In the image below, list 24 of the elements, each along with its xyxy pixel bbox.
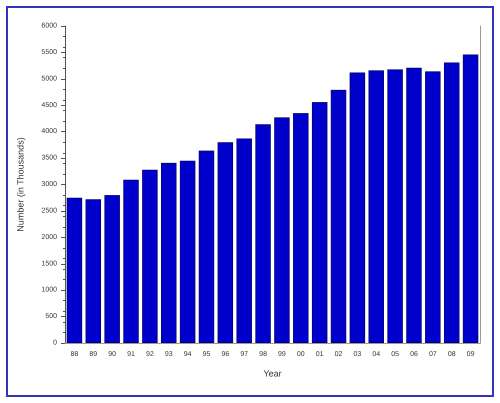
bar: [368, 70, 384, 343]
bar: [406, 68, 422, 343]
bar: [66, 198, 82, 343]
bar: [462, 54, 478, 343]
y-axis-title: Number (in Thousands): [16, 137, 26, 232]
bar: [444, 62, 460, 343]
bar: [180, 160, 196, 343]
x-axis-title: Year: [263, 368, 282, 378]
bar: [198, 150, 214, 343]
bar: [274, 117, 290, 343]
bar: [387, 69, 403, 343]
bar: [86, 199, 102, 343]
bar: [293, 113, 309, 343]
bar: [123, 180, 139, 343]
bar: [142, 170, 158, 343]
bar: [218, 142, 234, 343]
bar: [255, 124, 271, 343]
bar: [312, 102, 328, 343]
bar: [104, 195, 120, 343]
bar: [425, 71, 441, 343]
bar: [350, 72, 366, 343]
bar: [330, 90, 346, 343]
bar: [236, 138, 252, 343]
bar: [161, 162, 176, 343]
